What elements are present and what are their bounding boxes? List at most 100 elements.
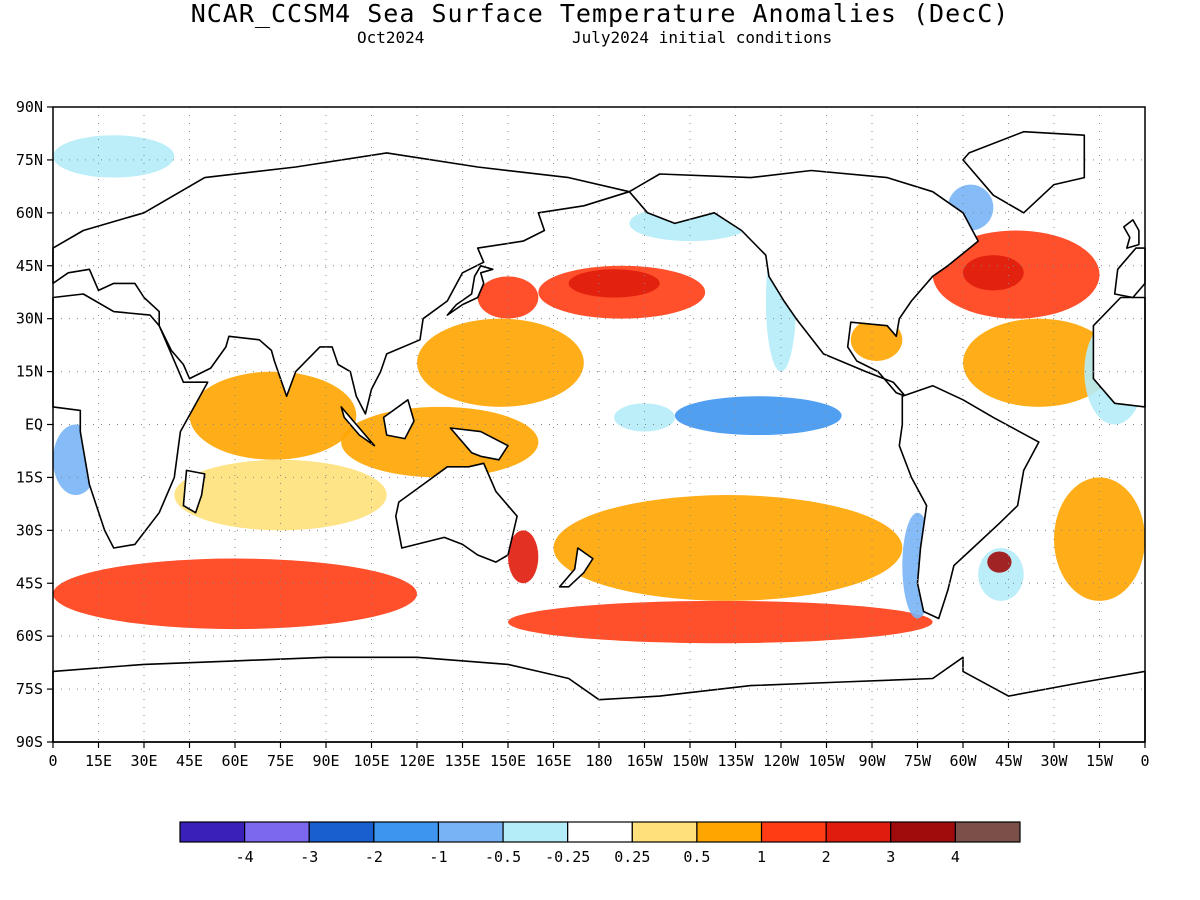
landmass-australia [394,462,518,563]
lon-tick-label: 75W [904,752,932,770]
lon-tick-label: 165W [626,752,663,770]
colorbar-label: -2 [365,848,383,866]
lon-tick-label: 30W [1040,752,1068,770]
lon-tick-label: 90E [312,752,339,770]
lat-tick-label: 90S [16,733,43,751]
landmass-africa-west [1092,296,1146,408]
landmass-sumatra [340,406,376,447]
lon-tick-label: 15E [85,752,112,770]
lon-tick-label: 90W [858,752,886,770]
lon-tick-label: 180 [585,752,612,770]
colorbar-label: -1 [429,848,447,866]
lat-tick-label: 45N [16,257,43,275]
lon-tick-label: 150W [672,752,709,770]
lon-tick-label: 0 [1140,752,1149,770]
colorbar-label: 1 [757,848,766,866]
lon-tick-label: 120E [399,752,435,770]
landmass-uk [1123,219,1140,249]
lat-tick-label: 60N [16,204,43,222]
anomaly-region [508,600,933,644]
anomaly-region [53,558,417,630]
colorbar-swatch [244,821,310,843]
lat-tick-label: 60S [16,627,43,645]
lon-tick-label: 30E [130,752,157,770]
colorbar-swatch [179,821,246,843]
anomaly-region [963,318,1115,407]
landmass-europe-west [1113,247,1146,299]
lon-tick-label: 150E [490,752,526,770]
lon-tick-label: 45E [176,752,203,770]
anomaly-region [568,269,660,298]
landmass-madagascar [182,469,206,514]
anomaly-region [189,371,357,460]
lat-tick-label: 15N [16,363,43,381]
lat-tick-label: 15S [16,468,43,486]
landmass-new-zealand [558,547,594,588]
lon-tick-label: 60E [221,752,248,770]
landmass-greenland [962,130,1086,214]
lon-tick-label: 165E [535,752,571,770]
landmass-north-america [628,169,980,398]
colorbar-label: 0.5 [683,848,710,866]
colorbar-swatch [631,821,698,843]
colorbar-swatch [954,821,1021,843]
colorbar-swatch [696,821,763,843]
colorbar-swatch [373,821,440,843]
colorbar-label: -4 [236,848,254,866]
colorbar-swatch [760,821,827,843]
anomaly-region [477,276,539,319]
lon-tick-label: 75E [267,752,294,770]
landmass-new-guinea [449,427,509,461]
lon-tick-label: 105E [353,752,389,770]
colorbar-swatch [825,821,892,843]
colorbar-label: -0.5 [485,848,521,866]
landmass-japan [446,264,494,316]
lat-tick-label: 30S [16,521,43,539]
colorbar-label: 3 [886,848,895,866]
landmass-south-america [898,384,1040,620]
latitude-axis: 90N 75N 60N 45N 30N 15N EQ 15S 30S 45S 60S 75S 90S [16,98,53,751]
colorbar-label: 4 [951,848,960,866]
colorbar-label: -3 [300,848,318,866]
initial-conditions-label: July2024 initial conditions [572,28,833,47]
colorbar-label: -0.25 [545,848,590,866]
lat-tick-label: 30N [16,310,43,328]
landmass-europe-asia [52,152,631,415]
lat-tick-label: 75S [16,680,43,698]
lat-tick-label: 45S [16,574,43,592]
anomaly-region [629,435,888,460]
colorbar-swatch [567,821,633,843]
anomaly-region [987,551,1012,573]
lon-tick-label: 60W [949,752,977,770]
anomaly-region [417,318,584,407]
lon-tick-label: 120W [763,752,800,770]
lon-tick-label: 105W [808,752,845,770]
colorbar-label: 2 [822,848,831,866]
longitude-axis: 0 15E 30E 45E 60E 75E 90E 105E 120E 135E 150E 165E 1… [48,742,1150,770]
lat-tick-label: 90N [16,98,43,116]
landmass-borneo [382,398,415,440]
colorbar-label: 0.25 [614,848,650,866]
lon-tick-label: 0 [48,752,57,770]
lon-tick-label: 135E [444,752,480,770]
lon-tick-label: 15W [1086,752,1114,770]
anomaly-region [174,459,387,531]
forecast-month: Oct2024 [357,28,425,47]
map-title: NCAR_CCSM4 Sea Surface Temperature Anoma… [190,0,1010,28]
lon-tick-label: 135W [717,752,754,770]
colorbar-swatch [502,821,569,843]
lat-tick-label: 75N [16,151,43,169]
anomaly-region [553,495,903,601]
colorbar-swatch [308,821,375,843]
color-legend: -4 -3 -2 -1 -0.5 -0.25 0.25 0.5 1 2 3 4 [179,821,1021,866]
landmass-antarctica [52,656,1146,743]
anomaly-region [963,255,1024,291]
colorbar-swatch [437,821,504,843]
lat-tick-label: EQ [25,416,43,434]
anomaly-region [508,530,539,584]
anomaly-region [674,396,842,436]
lon-tick-label: 45W [995,752,1023,770]
colorbar-swatch [890,821,956,843]
landmass-africa [52,293,209,549]
